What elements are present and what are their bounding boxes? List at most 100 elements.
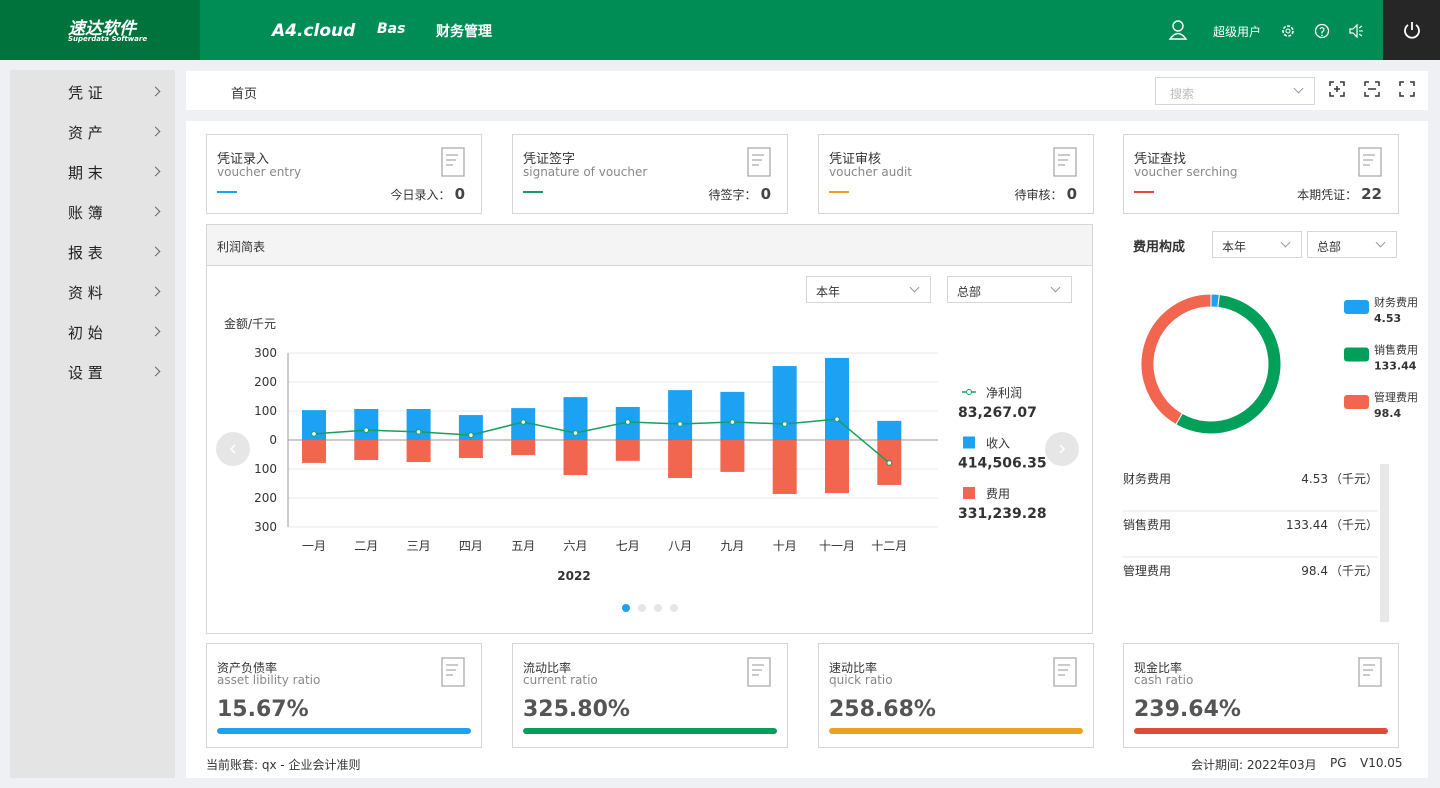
footer-version: V10.05 xyxy=(1360,756,1403,770)
bar xyxy=(407,409,431,440)
table-unit: （千元） xyxy=(1330,518,1378,532)
card-count: 0 xyxy=(761,185,771,203)
ratio-bar xyxy=(829,728,1083,734)
card-icon xyxy=(1356,146,1386,182)
legend-label: 费用 xyxy=(986,487,1010,501)
card-icon xyxy=(745,656,775,692)
card-subtitle: quick ratio xyxy=(829,673,893,687)
bar xyxy=(511,440,535,455)
x-tick-label: 二月 xyxy=(354,539,378,553)
line-point xyxy=(887,461,892,466)
line xyxy=(314,419,889,463)
line-point xyxy=(835,417,840,422)
table-value: 133.44 xyxy=(1286,518,1328,532)
line-point xyxy=(573,431,578,436)
bar xyxy=(825,358,849,440)
carousel-dot[interactable] xyxy=(654,604,662,612)
footer-account: 当前账套: qx - 企业会计准则 xyxy=(206,756,361,773)
line-point xyxy=(678,422,683,427)
x-tick-label: 九月 xyxy=(720,539,744,553)
carousel-dot[interactable] xyxy=(638,604,646,612)
card-accent xyxy=(523,191,543,193)
legend-value: 4.53 xyxy=(1374,312,1401,325)
table-label: 财务费用 xyxy=(1123,471,1171,486)
ratio-value: 325.80% xyxy=(523,697,630,722)
voucher-card[interactable]: 凭证查找voucher serching本期凭证：22 xyxy=(1123,134,1399,214)
line-point xyxy=(626,420,631,425)
card-count: 0 xyxy=(1067,185,1077,203)
y-tick-label: 100 xyxy=(254,404,277,418)
ratio-card: 流动比率current ratio325.80% xyxy=(512,643,788,748)
y-tick-label: 300 xyxy=(254,346,277,360)
card-subtitle: cash ratio xyxy=(1134,673,1193,687)
legend-symbol xyxy=(963,437,975,449)
footer-edition: PG xyxy=(1330,756,1347,770)
y-axis-label: 金额/千元 xyxy=(224,316,276,331)
voucher-card[interactable]: 凭证签字signature of voucher待签字：0 xyxy=(512,134,788,214)
voucher-card[interactable]: 凭证审核voucher audit待审核：0 xyxy=(818,134,1094,214)
line-point xyxy=(416,430,421,435)
card-subtitle: voucher audit xyxy=(829,165,912,179)
x-tick-label: 十二月 xyxy=(871,539,907,553)
card-icon xyxy=(745,146,775,182)
legend-total: 414,506.35 xyxy=(958,456,1047,472)
card-count-row: 待审核：0 xyxy=(1015,185,1077,203)
legend-label: 净利润 xyxy=(986,386,1022,400)
legend-symbol xyxy=(1344,300,1369,314)
x-axis-label: 2022 xyxy=(557,569,590,583)
donut-slice xyxy=(1141,294,1211,425)
footer-period: 会计期间: 2022年03月 xyxy=(1191,756,1317,773)
bar xyxy=(354,409,378,440)
table-label: 管理费用 xyxy=(1123,563,1171,578)
legend-symbol xyxy=(1344,348,1369,362)
bar xyxy=(773,366,797,440)
voucher-card[interactable]: 凭证录入voucher entry今日录入：0 xyxy=(206,134,482,214)
legend-total: 83,267.07 xyxy=(958,405,1037,421)
table-unit: （千元） xyxy=(1330,564,1378,578)
legend-label: 财务费用 xyxy=(1374,295,1418,309)
card-icon xyxy=(439,146,469,182)
x-tick-label: 三月 xyxy=(407,539,431,553)
bar xyxy=(564,440,588,475)
carousel-dot[interactable] xyxy=(622,604,630,612)
table-label: 销售费用 xyxy=(1123,517,1171,532)
card-count-row: 今日录入：0 xyxy=(391,185,465,203)
card-subtitle: voucher entry xyxy=(217,165,301,179)
card-icon xyxy=(439,656,469,692)
legend-label: 收入 xyxy=(986,437,1010,451)
carousel-dot[interactable] xyxy=(670,604,678,612)
legend-symbol xyxy=(963,487,975,499)
bar xyxy=(616,440,640,461)
bar xyxy=(668,440,692,478)
ratio-value: 258.68% xyxy=(829,697,936,722)
bar xyxy=(354,440,378,460)
legend-symbol xyxy=(967,390,972,395)
y-tick-label: 100 xyxy=(254,462,277,476)
y-tick-label: 200 xyxy=(254,375,277,389)
table-unit: （千元） xyxy=(1330,472,1378,486)
card-subtitle: voucher serching xyxy=(1134,165,1237,179)
line-point xyxy=(782,422,787,427)
legend-value: 98.4 xyxy=(1374,407,1401,420)
x-tick-label: 八月 xyxy=(668,539,692,553)
ratio-bar xyxy=(523,728,777,734)
card-label: 待签字： xyxy=(709,188,757,202)
card-label: 今日录入： xyxy=(391,188,451,202)
carousel-nav[interactable] xyxy=(1045,432,1079,466)
ratio-bar xyxy=(1134,728,1388,734)
card-icon xyxy=(1051,656,1081,692)
card-count: 22 xyxy=(1361,185,1382,203)
bar xyxy=(720,440,744,472)
x-tick-label: 十一月 xyxy=(819,539,855,553)
bar xyxy=(720,392,744,440)
card-accent xyxy=(1134,191,1154,193)
x-tick-label: 四月 xyxy=(459,539,483,553)
bar xyxy=(459,440,483,458)
table-value: 4.53 xyxy=(1301,472,1328,486)
card-label: 本期凭证： xyxy=(1297,188,1357,202)
bar xyxy=(825,440,849,493)
carousel-nav[interactable] xyxy=(216,432,250,466)
donut-slice xyxy=(1176,295,1281,434)
bar xyxy=(877,421,901,440)
